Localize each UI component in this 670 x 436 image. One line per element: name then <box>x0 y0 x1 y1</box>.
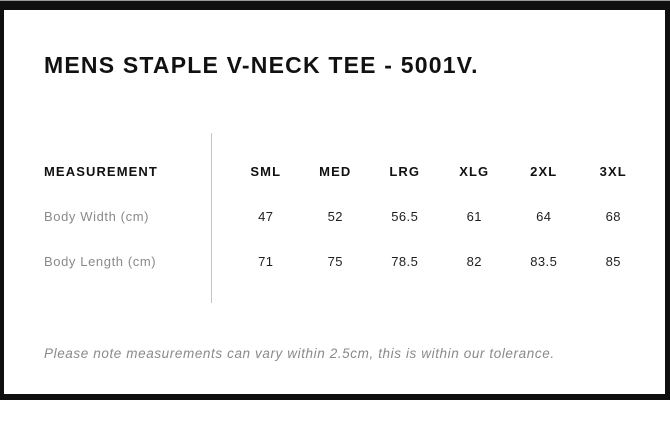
size-guide-panel: MENS STAPLE V-NECK TEE - 5001V. MEASUREM… <box>0 0 670 400</box>
body-width-sml: 47 <box>258 208 274 224</box>
column-header-3xl: 3XL <box>599 163 627 179</box>
body-width-med: 52 <box>327 208 343 224</box>
size-guide-content: MENS STAPLE V-NECK TEE - 5001V. MEASUREM… <box>4 52 665 436</box>
body-length-xlg: 82 <box>466 253 482 269</box>
body-width-lrg: 56.5 <box>391 208 419 224</box>
column-header-xlg: XLG <box>459 163 490 179</box>
body-width-3xl: 68 <box>605 208 621 224</box>
tolerance-note: Please note measurements can vary within… <box>44 346 555 361</box>
size-chart-table: MEASUREMENT SML MED LRG XLG 2XL 3XL Body… <box>44 133 648 303</box>
row-label-body-width: Body Width (cm) <box>44 208 150 224</box>
body-length-lrg: 78.5 <box>391 253 419 269</box>
body-length-2xl: 83.5 <box>530 253 558 269</box>
row-label-body-length: Body Length (cm) <box>44 253 157 269</box>
column-header-lrg: LRG <box>389 163 421 179</box>
table-vertical-divider <box>211 133 212 303</box>
column-header-med: MED <box>319 163 352 179</box>
body-length-med: 75 <box>327 253 343 269</box>
column-header-2xl: 2XL <box>530 163 558 179</box>
body-width-xlg: 61 <box>466 208 482 224</box>
column-header-sml: SML <box>250 163 282 179</box>
body-length-sml: 71 <box>258 253 274 269</box>
body-width-2xl: 64 <box>536 208 552 224</box>
body-length-3xl: 85 <box>605 253 621 269</box>
product-title: MENS STAPLE V-NECK TEE - 5001V. <box>44 52 479 78</box>
column-header-measurement: MEASUREMENT <box>44 163 158 179</box>
